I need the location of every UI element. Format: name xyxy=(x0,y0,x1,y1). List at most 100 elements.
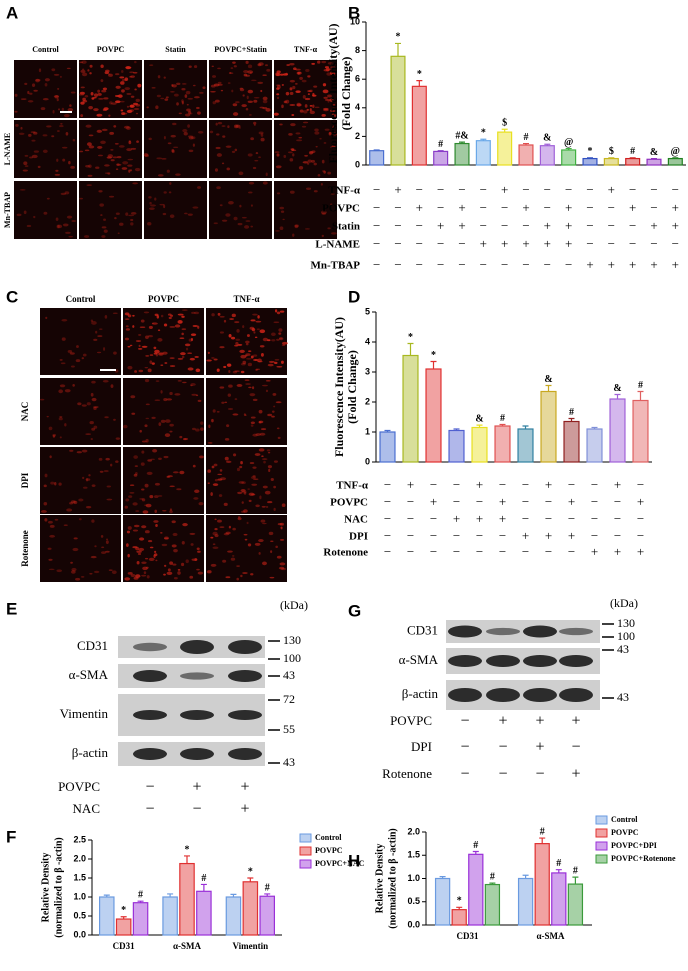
blot-band xyxy=(180,672,214,680)
treatment-sign: − xyxy=(565,182,572,197)
cell xyxy=(214,478,218,482)
treatment-sign: − xyxy=(544,182,551,197)
micrograph xyxy=(144,181,207,239)
panel-label: D xyxy=(348,287,360,306)
cell xyxy=(105,540,109,545)
micrograph xyxy=(14,120,77,178)
treatment-sign: + xyxy=(650,218,657,233)
cell xyxy=(57,224,63,229)
cell xyxy=(156,157,163,160)
cell xyxy=(108,195,115,198)
cell xyxy=(225,460,232,464)
cell xyxy=(176,488,182,491)
cell xyxy=(154,495,159,499)
treatment-sign: − xyxy=(480,218,487,233)
cell xyxy=(114,143,119,145)
panel-label: C xyxy=(6,287,18,306)
treatment-sign: − xyxy=(591,477,598,492)
cell xyxy=(53,95,60,98)
annotation: # xyxy=(500,413,505,424)
cell xyxy=(86,402,91,406)
cell xyxy=(219,346,225,349)
cell xyxy=(169,508,173,511)
cell xyxy=(181,328,187,331)
blot-band xyxy=(448,688,482,702)
row-label: NAC xyxy=(20,402,30,422)
blot-band xyxy=(559,655,593,667)
micrograph xyxy=(40,308,121,375)
cell xyxy=(241,501,244,504)
cell xyxy=(90,555,97,559)
cell xyxy=(68,160,71,165)
cell xyxy=(225,213,231,217)
cell xyxy=(101,235,106,238)
cell xyxy=(281,503,286,508)
cell xyxy=(228,525,231,529)
cell xyxy=(187,352,193,355)
cell xyxy=(59,125,64,128)
bar xyxy=(517,877,534,926)
cell xyxy=(62,158,66,162)
cell xyxy=(243,73,248,77)
cell xyxy=(48,426,53,431)
y-tick-label: 4 xyxy=(365,336,370,346)
error-bar xyxy=(565,147,572,150)
legend-swatch xyxy=(299,846,312,856)
treatment-sign: + xyxy=(430,494,437,509)
error-bar xyxy=(637,390,644,401)
cell xyxy=(102,379,109,383)
cell xyxy=(252,466,257,469)
y-tick-label: 10 xyxy=(350,16,360,26)
cell xyxy=(245,220,251,222)
treatment-sign: − xyxy=(568,544,575,559)
micrograph-bg xyxy=(206,447,287,514)
cell xyxy=(110,102,117,105)
treatment-label: DPI xyxy=(349,531,368,543)
cell xyxy=(266,68,271,72)
cell xyxy=(213,222,218,225)
cell xyxy=(327,227,331,230)
cell xyxy=(181,101,184,105)
cell xyxy=(285,91,290,96)
cell xyxy=(209,130,214,134)
cell xyxy=(211,418,214,423)
cell xyxy=(258,539,264,543)
cell xyxy=(250,225,254,228)
cell xyxy=(97,145,103,149)
micrograph xyxy=(274,120,337,178)
cell xyxy=(60,362,66,365)
cell xyxy=(59,416,63,418)
bar xyxy=(625,157,641,166)
treatment-sign: − xyxy=(407,544,414,559)
cell xyxy=(19,189,26,191)
bar xyxy=(471,426,488,463)
cell xyxy=(183,438,189,441)
cell xyxy=(31,139,36,142)
cell xyxy=(248,181,255,185)
treatment-sign: − xyxy=(437,200,444,215)
cell xyxy=(310,159,316,163)
cell xyxy=(163,191,167,194)
treatment-sign: − xyxy=(568,477,575,492)
cell xyxy=(112,156,118,159)
cell xyxy=(155,523,158,528)
cell xyxy=(137,347,143,350)
cell xyxy=(147,335,154,338)
cell xyxy=(160,364,164,366)
cell xyxy=(281,341,288,345)
cell xyxy=(251,79,257,82)
bar xyxy=(402,354,419,463)
cell xyxy=(215,146,221,150)
cell xyxy=(231,313,236,318)
cell xyxy=(144,378,150,383)
annotation: # xyxy=(540,826,545,837)
cell xyxy=(70,365,75,368)
cell xyxy=(169,485,175,488)
cell xyxy=(253,331,256,334)
cell xyxy=(154,550,157,553)
cell xyxy=(120,81,125,85)
cell xyxy=(59,436,62,439)
cell xyxy=(265,379,271,382)
y-tick-label: 0.0 xyxy=(73,929,86,939)
cell xyxy=(309,110,315,115)
